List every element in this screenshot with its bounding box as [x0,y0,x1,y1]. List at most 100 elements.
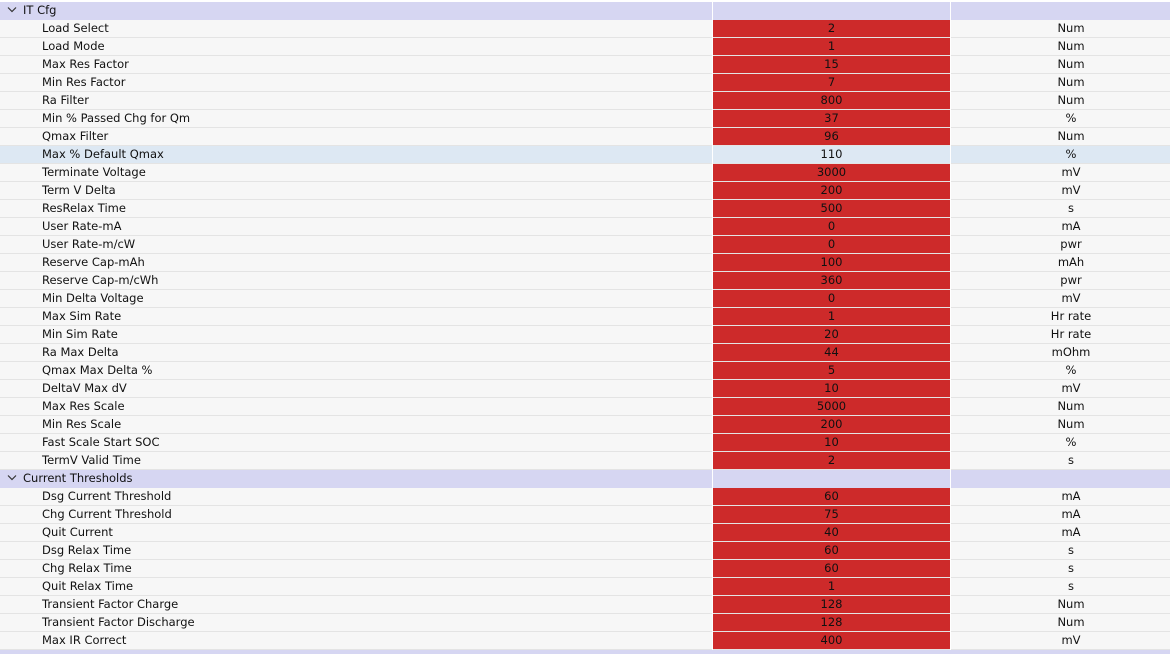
setting-value[interactable]: 128 [713,614,950,631]
setting-row[interactable]: Quit Relax Time 1 s [0,578,1170,596]
setting-row[interactable]: Chg Relax Time 60 s [0,560,1170,578]
setting-value[interactable]: 1 [713,308,950,325]
setting-row[interactable]: Max Sim Rate 1 Hr rate [0,308,1170,326]
setting-row[interactable]: Max % Default Qmax 110% [0,146,1170,164]
setting-row[interactable]: Load Select 2 Num [0,20,1170,38]
setting-value[interactable]: 0 [713,290,950,307]
setting-row[interactable]: Min Sim Rate 20 Hr rate [0,326,1170,344]
setting-value[interactable]: 40 [713,524,950,541]
setting-row[interactable]: TermV Valid Time 2 s [0,452,1170,470]
setting-row[interactable]: Min Delta Voltage 0 mV [0,290,1170,308]
setting-value[interactable]: 400 [713,632,950,649]
setting-name: Reserve Cap-mAh [42,255,145,269]
setting-value[interactable]: 800 [713,92,950,109]
column-separator [712,380,713,398]
setting-name: Transient Factor Charge [42,597,179,611]
setting-name: Min % Passed Chg for Qm [42,111,191,125]
column-separator [950,596,951,614]
group-header[interactable]: Current Thresholds [0,470,1170,488]
setting-name: Terminate Voltage [42,165,146,179]
setting-unit: mV [1061,183,1081,197]
setting-row[interactable]: Transient Factor Discharge 128 Num [0,614,1170,632]
setting-value[interactable]: 5000 [713,398,950,415]
setting-row[interactable]: Min Res Factor 7 Num [0,74,1170,92]
setting-value[interactable]: 96 [713,128,950,145]
setting-row[interactable]: Qmax Filter 96 Num [0,128,1170,146]
setting-value[interactable]: 60 [713,542,950,559]
setting-value[interactable]: 128 [713,596,950,613]
setting-value[interactable]: 1 [713,578,950,595]
setting-value[interactable]: 15 [713,56,950,73]
setting-value[interactable]: 0 [713,236,950,253]
setting-value[interactable]: 10 [713,380,950,397]
setting-value[interactable]: 60 [713,488,950,505]
setting-value[interactable]: 110 [713,146,950,163]
setting-row[interactable]: Terminate Voltage 3000 mV [0,164,1170,182]
setting-row[interactable]: Min Res Scale 200 Num [0,416,1170,434]
setting-unit: mV [1061,291,1081,305]
setting-name: Fast Scale Start SOC [42,435,160,449]
setting-name: User Rate-m/cW [42,237,136,251]
setting-value[interactable]: 360 [713,272,950,289]
setting-value[interactable]: 75 [713,506,950,523]
setting-row[interactable]: Chg Current Threshold 75 mA [0,506,1170,524]
setting-row[interactable]: Max IR Correct 400 mV [0,632,1170,650]
setting-value[interactable]: 200 [713,182,950,199]
column-separator [950,416,951,434]
setting-row[interactable]: Min % Passed Chg for Qm 37% [0,110,1170,128]
setting-value[interactable]: 5 [713,362,950,379]
setting-row[interactable]: Load Mode 1 Num [0,38,1170,56]
setting-row[interactable]: Dsg Current Threshold 60 mA [0,488,1170,506]
setting-unit: % [1065,435,1077,449]
setting-value[interactable]: 20 [713,326,950,343]
next-group-strip [0,650,1170,654]
setting-row[interactable]: Quit Current 40 mA [0,524,1170,542]
setting-row[interactable]: User Rate-m/cW 0 pwr [0,236,1170,254]
setting-unit: Num [1057,39,1085,53]
setting-row[interactable]: User Rate-mA 0 mA [0,218,1170,236]
setting-name: Load Select [42,21,109,35]
collapse-chevron[interactable] [7,474,17,482]
column-separator [712,92,713,110]
setting-row[interactable]: Ra Filter 800 Num [0,92,1170,110]
column-separator [950,380,951,398]
setting-row[interactable]: Dsg Relax Time 60 s [0,542,1170,560]
column-separator [950,506,951,524]
setting-row[interactable]: ResRelax Time 500 s [0,200,1170,218]
setting-row[interactable]: DeltaV Max dV 10 mV [0,380,1170,398]
setting-value[interactable]: 100 [713,254,950,271]
setting-value[interactable]: 60 [713,560,950,577]
group-title: IT Cfg [23,3,57,17]
setting-value[interactable]: 37 [713,110,950,127]
setting-value[interactable]: 3000 [713,164,950,181]
setting-name: Min Delta Voltage [42,291,144,305]
column-separator [712,506,713,524]
group-header[interactable]: IT Cfg [0,2,1170,20]
column-separator [950,254,951,272]
setting-value[interactable]: 2 [713,20,950,37]
setting-value[interactable]: 0 [713,218,950,235]
column-separator [950,632,951,650]
setting-value[interactable]: 200 [713,416,950,433]
setting-row[interactable]: Reserve Cap-m/cWh 360 pwr [0,272,1170,290]
setting-value[interactable]: 1 [713,38,950,55]
setting-value[interactable]: 2 [713,452,950,469]
setting-value[interactable]: 7 [713,74,950,91]
setting-row[interactable]: Transient Factor Charge 128 Num [0,596,1170,614]
setting-row[interactable]: Max Res Factor 15 Num [0,56,1170,74]
column-separator [950,560,951,578]
setting-unit: mOhm [1051,345,1091,359]
setting-row[interactable]: Ra Max Delta 44 mOhm [0,344,1170,362]
setting-row[interactable]: Reserve Cap-mAh 100 mAh [0,254,1170,272]
setting-name: Term V Delta [42,183,116,197]
setting-row[interactable]: Term V Delta 200 mV [0,182,1170,200]
setting-row[interactable]: Fast Scale Start SOC 10% [0,434,1170,452]
setting-value[interactable]: 500 [713,200,950,217]
setting-row[interactable]: Max Res Scale 5000 Num [0,398,1170,416]
column-separator [950,2,951,20]
setting-row[interactable]: Qmax Max Delta % 5% [0,362,1170,380]
setting-value[interactable]: 44 [713,344,950,361]
collapse-chevron[interactable] [7,6,17,14]
setting-value[interactable]: 10 [713,434,950,451]
setting-unit: s [1068,453,1074,467]
